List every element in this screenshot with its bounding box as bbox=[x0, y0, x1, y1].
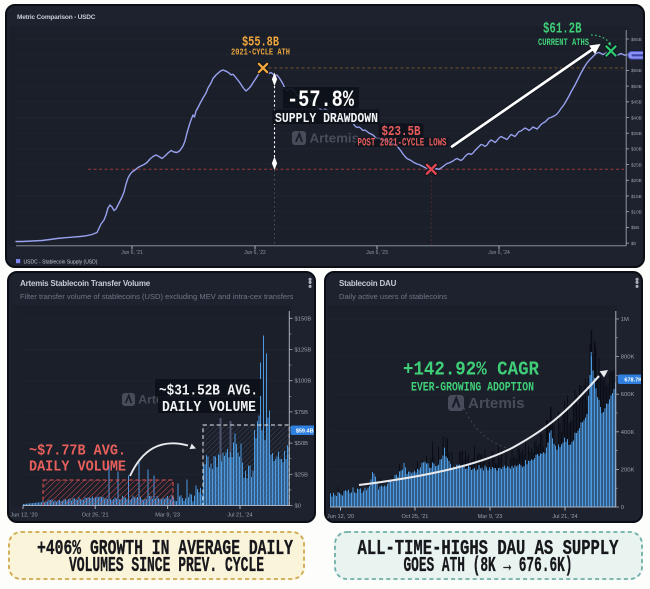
svg-text:678.7K: 678.7K bbox=[624, 378, 642, 384]
svg-text:ALL-TIME-HIGHS DAU AS SUPPLY: ALL-TIME-HIGHS DAU AS SUPPLY bbox=[358, 538, 619, 561]
svg-text:DAILY VOLUME: DAILY VOLUME bbox=[29, 459, 126, 476]
svg-text:Jun 6, '24: Jun 6, '24 bbox=[488, 250, 510, 256]
svg-text:EVER-GROWING ADOPTION: EVER-GROWING ADOPTION bbox=[411, 379, 534, 394]
svg-text:$0: $0 bbox=[295, 504, 301, 510]
svg-text:1M: 1M bbox=[621, 317, 629, 323]
svg-text:$35B: $35B bbox=[631, 131, 642, 136]
svg-text:Jun 6, '23: Jun 6, '23 bbox=[366, 250, 388, 256]
svg-text:Jul 21, '24: Jul 21, '24 bbox=[227, 513, 252, 519]
svg-text:$65B: $65B bbox=[631, 37, 642, 42]
svg-text:$15B: $15B bbox=[631, 194, 642, 199]
svg-text:$75B: $75B bbox=[295, 410, 309, 416]
svg-text:Jul 21, '24: Jul 21, '24 bbox=[552, 514, 577, 520]
svg-text:$61.2B: $61.2B bbox=[543, 22, 582, 38]
svg-text:$5B: $5B bbox=[631, 225, 639, 230]
svg-text:+406% GROWTH IN AVERAGE DAILY: +406% GROWTH IN AVERAGE DAILY bbox=[37, 538, 293, 561]
svg-text:USDC - Stablecoin Supply (USD): USDC - Stablecoin Supply (USD) bbox=[24, 260, 98, 266]
svg-text:$23.5B: $23.5B bbox=[382, 125, 421, 140]
svg-text:400K: 400K bbox=[621, 430, 635, 436]
svg-text:$50B: $50B bbox=[295, 441, 309, 447]
svg-text:$10B: $10B bbox=[631, 210, 642, 215]
svg-text:$125B: $125B bbox=[295, 348, 312, 354]
svg-text:2021-CYCLE ATH: 2021-CYCLE ATH bbox=[231, 47, 290, 58]
svg-text:$55.8B: $55.8B bbox=[242, 36, 279, 51]
svg-text:$40B: $40B bbox=[631, 115, 642, 120]
svg-text:Jun 12, '20: Jun 12, '20 bbox=[10, 513, 37, 519]
svg-text:$150B: $150B bbox=[295, 316, 312, 322]
svg-text:+142.92% CAGR: +142.92% CAGR bbox=[403, 359, 540, 381]
svg-text:GOES ATH (8K → 676.6K): GOES ATH (8K → 676.6K) bbox=[404, 555, 573, 578]
svg-text:$30B: $30B bbox=[631, 147, 642, 152]
svg-text:Jun 6, '21: Jun 6, '21 bbox=[121, 250, 143, 256]
svg-text:-57.8%: -57.8% bbox=[287, 87, 354, 113]
svg-text:$25B: $25B bbox=[631, 162, 642, 167]
svg-text:600K: 600K bbox=[621, 392, 635, 398]
svg-text:VOLUMES SINCE PREV. CYCLE: VOLUMES SINCE PREV. CYCLE bbox=[69, 555, 264, 578]
svg-text:$50B: $50B bbox=[631, 84, 642, 89]
svg-text:$55B: $55B bbox=[631, 68, 642, 73]
svg-text:Oct 25, '21: Oct 25, '21 bbox=[402, 514, 429, 520]
svg-text:$59.4B: $59.4B bbox=[296, 429, 314, 435]
svg-text:$25B: $25B bbox=[295, 472, 309, 478]
svg-text:Artemis: Artemis bbox=[468, 395, 525, 412]
svg-text:200K: 200K bbox=[621, 467, 635, 473]
svg-text:POST 2021-CYCLE LOWS: POST 2021-CYCLE LOWS bbox=[358, 138, 447, 150]
svg-text:Mar 9, '23: Mar 9, '23 bbox=[155, 513, 180, 519]
svg-text:SUPPLY DRAWDOWN: SUPPLY DRAWDOWN bbox=[275, 111, 378, 127]
svg-text:Mar 9, '23: Mar 9, '23 bbox=[478, 514, 503, 520]
svg-text:Jun 12, '20: Jun 12, '20 bbox=[327, 514, 354, 520]
svg-text:800K: 800K bbox=[621, 355, 635, 361]
svg-text:$0: $0 bbox=[631, 241, 637, 246]
svg-text:Artemis: Artemis bbox=[310, 131, 360, 146]
svg-text:0: 0 bbox=[621, 505, 624, 511]
svg-text:~$7.77B AVG.: ~$7.77B AVG. bbox=[29, 443, 126, 460]
svg-text:Jun 6, '22: Jun 6, '22 bbox=[244, 250, 266, 256]
svg-text:Oct 25, '21: Oct 25, '21 bbox=[82, 513, 109, 519]
svg-text:$100B: $100B bbox=[295, 379, 312, 385]
svg-text:DAILY VOLUME: DAILY VOLUME bbox=[162, 399, 256, 416]
svg-text:CURRENT ATHS: CURRENT ATHS bbox=[538, 37, 589, 49]
svg-text:$45B: $45B bbox=[631, 100, 642, 105]
svg-text:~$31.52B AVG.: ~$31.52B AVG. bbox=[159, 383, 258, 400]
svg-text:$20B: $20B bbox=[631, 178, 642, 183]
